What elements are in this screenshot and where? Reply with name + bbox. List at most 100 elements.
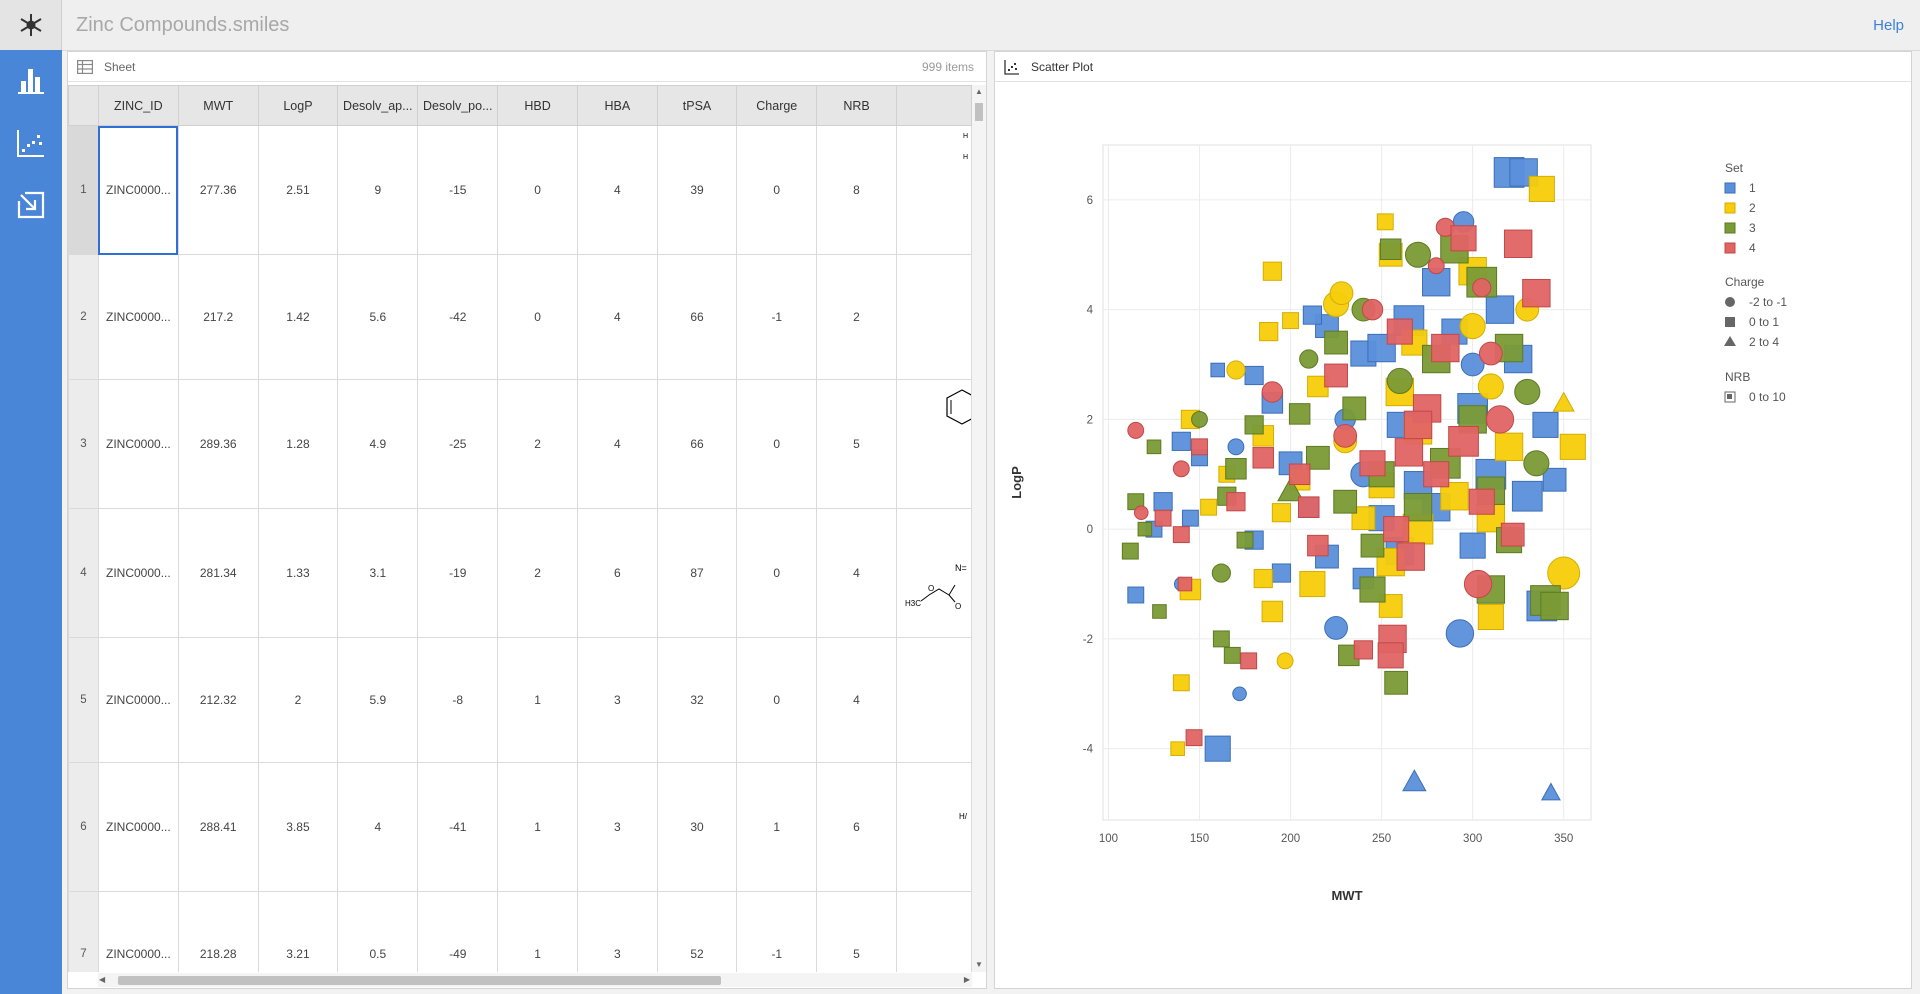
import-icon[interactable] bbox=[0, 180, 62, 230]
data-point[interactable] bbox=[1276, 652, 1294, 670]
scroll-thumb[interactable] bbox=[975, 103, 983, 121]
data-point[interactable] bbox=[1226, 492, 1246, 512]
data-point[interactable] bbox=[1240, 652, 1258, 670]
data-point[interactable] bbox=[1271, 503, 1292, 523]
data-point[interactable] bbox=[1244, 365, 1264, 386]
data-point[interactable] bbox=[1386, 367, 1413, 395]
data-point[interactable] bbox=[1333, 423, 1358, 448]
data-point[interactable] bbox=[1146, 439, 1162, 455]
row-number[interactable]: 3 bbox=[68, 379, 99, 509]
data-point[interactable] bbox=[1423, 461, 1450, 488]
row-number[interactable]: 4 bbox=[68, 508, 99, 638]
data-point[interactable] bbox=[1305, 445, 1330, 470]
data-point[interactable] bbox=[1478, 341, 1503, 366]
table-cell[interactable]: 4 bbox=[576, 125, 658, 255]
data-point[interactable] bbox=[1172, 460, 1190, 478]
table-cell[interactable]: 9 bbox=[337, 125, 419, 255]
column-header[interactable]: Desolv_po... bbox=[417, 85, 499, 126]
table-cell[interactable]: 2 bbox=[497, 379, 578, 509]
data-point[interactable] bbox=[1540, 591, 1569, 621]
data-point[interactable] bbox=[1440, 482, 1469, 511]
table-cell[interactable]: 1.28 bbox=[257, 379, 339, 509]
data-point[interactable] bbox=[1460, 352, 1485, 377]
column-header[interactable]: Charge bbox=[736, 85, 818, 126]
data-table[interactable]: ZINC_ID MWT LogP Desolv_ap... Desolv_po.… bbox=[68, 85, 972, 972]
table-cell[interactable]: 1.42 bbox=[257, 254, 339, 380]
table-cell[interactable]: 1 bbox=[497, 891, 578, 972]
data-point[interactable] bbox=[1540, 782, 1561, 801]
data-point[interactable] bbox=[1127, 586, 1145, 604]
data-point[interactable] bbox=[1226, 360, 1246, 380]
zinc-id-cell[interactable]: ZINC0000... bbox=[97, 508, 179, 638]
data-point[interactable] bbox=[1333, 489, 1358, 514]
table-row[interactable]: 1 ZINC0000... 277.36 2.51 9 -15 0 4 39 0 8 H H bbox=[68, 125, 972, 255]
table-cell[interactable]: 6 bbox=[576, 508, 658, 638]
structure-cell[interactable] bbox=[895, 254, 972, 380]
logo-icon[interactable] bbox=[0, 0, 62, 50]
table-row[interactable]: 4 ZINC0000... 281.34 1.33 3.1 -19 2 6 87 0 4 N= H3C O… bbox=[68, 508, 972, 638]
data-point[interactable] bbox=[1271, 563, 1292, 583]
structure-cell[interactable]: N= H3C O O bbox=[895, 508, 972, 638]
table-cell[interactable]: 4.9 bbox=[337, 379, 419, 509]
row-number[interactable]: 1 bbox=[68, 125, 99, 255]
table-cell[interactable]: 289.36 bbox=[177, 379, 259, 509]
table-row[interactable]: 7 ZINC0000... 218.28 3.21 0.5 -49 1 3 52 -1 5 bbox=[68, 891, 972, 972]
data-point[interactable] bbox=[1522, 278, 1551, 308]
structure-cell[interactable]: H/ bbox=[895, 762, 972, 892]
table-cell[interactable]: 0 bbox=[736, 125, 818, 255]
scroll-left-icon[interactable]: ◀ bbox=[99, 975, 106, 984]
data-point[interactable] bbox=[1342, 396, 1367, 421]
data-point[interactable] bbox=[1261, 600, 1284, 623]
column-header[interactable]: MWT bbox=[177, 85, 259, 126]
table-cell[interactable]: 4 bbox=[816, 508, 897, 638]
data-point[interactable] bbox=[1137, 521, 1153, 537]
data-point[interactable] bbox=[1359, 450, 1386, 477]
legend-item[interactable]: 1 bbox=[1749, 181, 1756, 195]
data-point[interactable] bbox=[1445, 619, 1475, 648]
table-cell[interactable]: 2 bbox=[816, 254, 897, 380]
data-point[interactable] bbox=[1351, 506, 1376, 531]
table-cell[interactable]: 3.21 bbox=[257, 891, 339, 972]
scroll-thumb[interactable] bbox=[118, 976, 721, 985]
data-point[interactable] bbox=[1259, 321, 1279, 342]
table-cell[interactable]: 6 bbox=[816, 762, 897, 892]
data-point[interactable] bbox=[1511, 480, 1543, 512]
data-point[interactable] bbox=[1288, 403, 1311, 425]
data-point[interactable] bbox=[1261, 381, 1284, 403]
table-cell[interactable]: 3 bbox=[576, 637, 658, 763]
zinc-id-cell[interactable]: ZINC0000... bbox=[97, 125, 179, 255]
data-point[interactable] bbox=[1324, 330, 1348, 355]
data-point[interactable] bbox=[1361, 298, 1384, 321]
data-point[interactable] bbox=[1528, 175, 1555, 202]
data-point[interactable] bbox=[1177, 576, 1193, 592]
data-point[interactable] bbox=[1477, 373, 1504, 400]
zinc-id-cell[interactable]: ZINC0000... bbox=[97, 762, 179, 892]
data-point[interactable] bbox=[1353, 640, 1373, 660]
data-point[interactable] bbox=[1485, 295, 1515, 324]
table-cell[interactable]: 3.85 bbox=[257, 762, 339, 892]
table-cell[interactable]: 8 bbox=[816, 125, 897, 255]
data-point[interactable] bbox=[1402, 769, 1427, 792]
data-point[interactable] bbox=[1514, 378, 1541, 406]
data-point[interactable] bbox=[1559, 433, 1586, 460]
zinc-id-cell[interactable]: ZINC0000... bbox=[97, 637, 179, 763]
data-point[interactable] bbox=[1384, 670, 1409, 695]
legend-item[interactable]: 3 bbox=[1749, 221, 1756, 235]
data-point[interactable] bbox=[1153, 492, 1173, 512]
help-link[interactable]: Help bbox=[1873, 17, 1904, 34]
table-cell[interactable]: 288.41 bbox=[177, 762, 259, 892]
data-point[interactable] bbox=[1404, 241, 1432, 268]
data-point[interactable] bbox=[1532, 411, 1559, 438]
data-point[interactable] bbox=[1185, 729, 1203, 747]
table-cell[interactable]: -15 bbox=[417, 125, 499, 255]
data-point[interactable] bbox=[1227, 438, 1245, 456]
vertical-scrollbar[interactable]: ▲ ▼ bbox=[972, 85, 986, 972]
data-point[interactable] bbox=[1494, 432, 1524, 462]
row-number[interactable]: 7 bbox=[68, 891, 99, 972]
zinc-id-cell[interactable]: ZINC0000... bbox=[97, 891, 179, 972]
table-cell[interactable]: 1.33 bbox=[257, 508, 339, 638]
data-point[interactable] bbox=[1542, 467, 1567, 492]
legend-item[interactable]: 2 to 4 bbox=[1749, 335, 1779, 349]
data-point[interactable] bbox=[1359, 576, 1386, 603]
